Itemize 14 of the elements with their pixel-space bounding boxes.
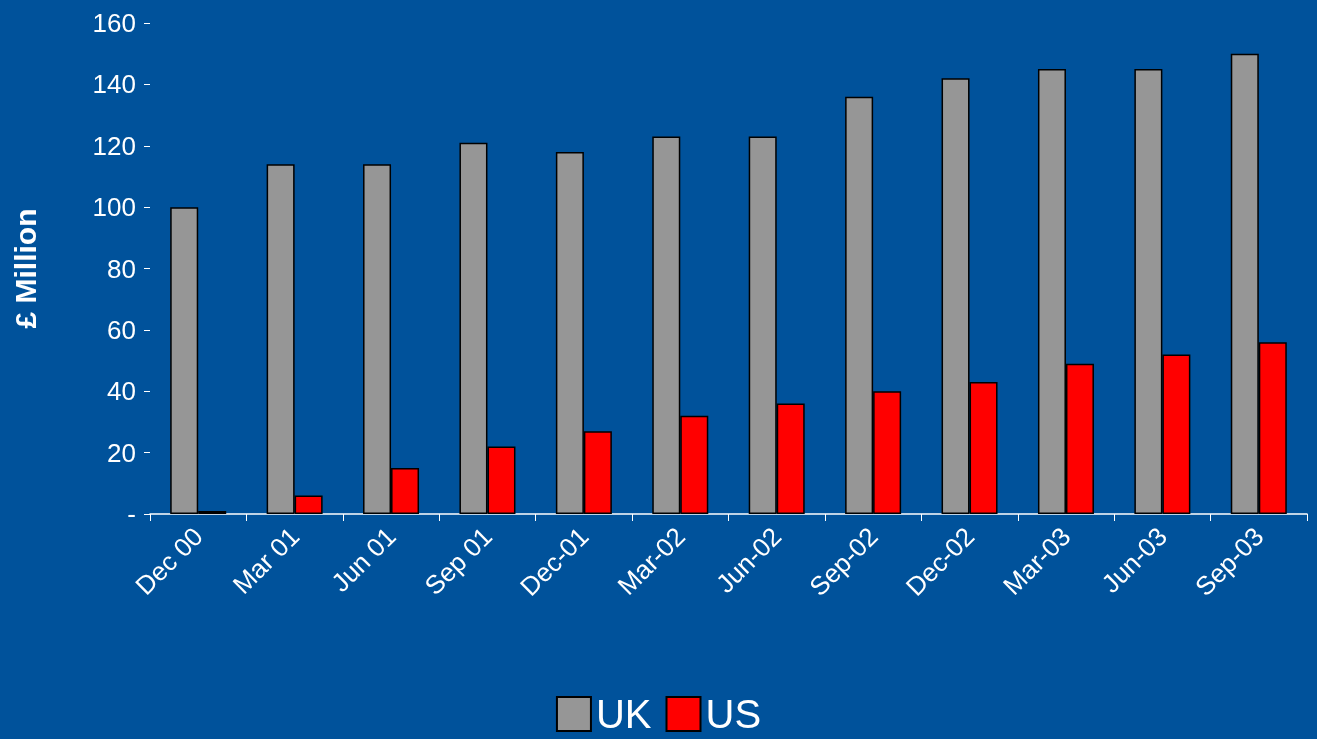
y-tick-label: 120 xyxy=(92,130,136,161)
x-tick-label: Jun 01 xyxy=(325,521,402,598)
y-tick-label: 40 xyxy=(107,376,136,407)
y-tick-label: 100 xyxy=(92,192,136,223)
y-tick-label: 160 xyxy=(92,8,136,38)
y-tick-label: 140 xyxy=(92,69,136,100)
y-tick-label: 60 xyxy=(107,314,136,345)
legend-label: US xyxy=(705,692,762,736)
y-axis-title: £ Million xyxy=(8,208,42,329)
legend-label: UK xyxy=(595,692,652,736)
x-tick-label: Mar 01 xyxy=(226,521,306,600)
y-tick-label: 20 xyxy=(107,437,136,468)
y-tick-label: 80 xyxy=(107,253,136,284)
x-tick-label: Sep 01 xyxy=(418,521,499,601)
